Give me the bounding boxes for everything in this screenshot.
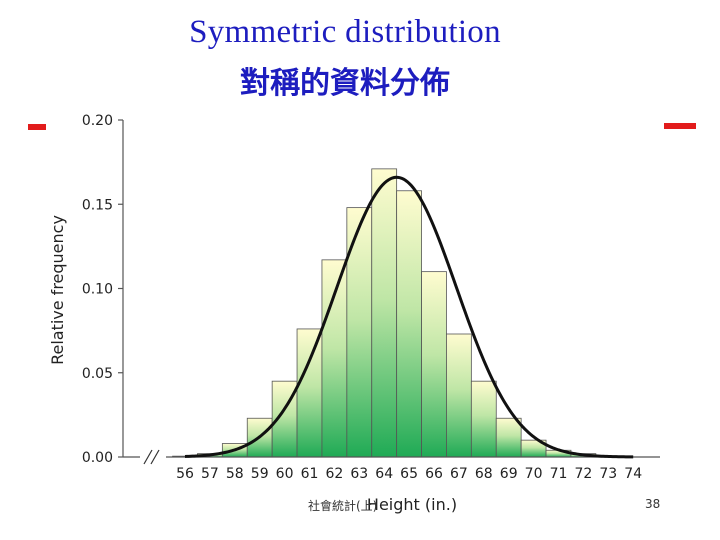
x-tick-label: 66 — [425, 466, 443, 482]
x-tick-label: 62 — [325, 466, 343, 482]
x-tick-label: 73 — [599, 466, 617, 482]
left-accent-mark — [28, 124, 46, 130]
histogram-bar — [396, 190, 422, 458]
y-tick-label: 0.10 — [82, 282, 113, 298]
y-tick-label: 0.05 — [82, 366, 113, 382]
histogram-bar — [421, 271, 447, 458]
y-tick-label: 0.00 — [82, 450, 113, 466]
page-number: 38 — [645, 497, 661, 511]
histogram-bar — [446, 333, 472, 458]
x-axis: 56 57 58 59 60 61 62 63 64 65 66 67 68 69 70 71 72 73 74 — [123, 449, 660, 482]
y-tick-label: 0.15 — [82, 197, 113, 213]
x-tick-label: 60 — [276, 466, 294, 482]
x-axis-title: Height (in.) — [367, 495, 457, 514]
x-tick-label: 74 — [624, 466, 642, 482]
x-tick-label: 71 — [550, 466, 568, 482]
histogram-bar — [296, 328, 323, 458]
x-tick-label: 57 — [201, 466, 219, 482]
x-tick-label: 65 — [400, 466, 418, 482]
right-accent-mark — [664, 123, 696, 129]
x-tick-label: 58 — [226, 466, 244, 482]
slide-title-english: Symmetric distribution — [189, 14, 501, 50]
histogram-bar — [495, 417, 522, 458]
axis-break-mark — [143, 449, 153, 465]
x-tick-label: 61 — [301, 466, 319, 482]
x-tick-label: 70 — [525, 466, 543, 482]
x-tick-label: 56 — [176, 466, 194, 482]
x-tick-label: 63 — [350, 466, 368, 482]
histogram-bar — [470, 380, 497, 458]
histogram-bar — [321, 259, 348, 458]
y-axis: 0.00 0.05 0.10 0.15 0.20 — [82, 113, 124, 466]
x-tick-label: 59 — [251, 466, 269, 482]
slide-title-chinese: 對稱的資料分佈 — [240, 66, 450, 101]
y-axis-title: Relative frequency — [48, 215, 67, 365]
y-tick-label: 0.20 — [82, 113, 113, 129]
x-tick-label: 64 — [375, 466, 393, 482]
axis-break-mark — [150, 449, 160, 465]
x-tick-label: 72 — [574, 466, 592, 482]
bar-group — [172, 168, 622, 458]
x-tick-label: 68 — [475, 466, 493, 482]
x-tick-label: 67 — [450, 466, 468, 482]
x-tick-label: 69 — [500, 466, 518, 482]
histogram-bar — [371, 168, 398, 458]
footer-course-name: 社會統計(上) — [308, 499, 378, 513]
normal-curve — [184, 175, 634, 459]
